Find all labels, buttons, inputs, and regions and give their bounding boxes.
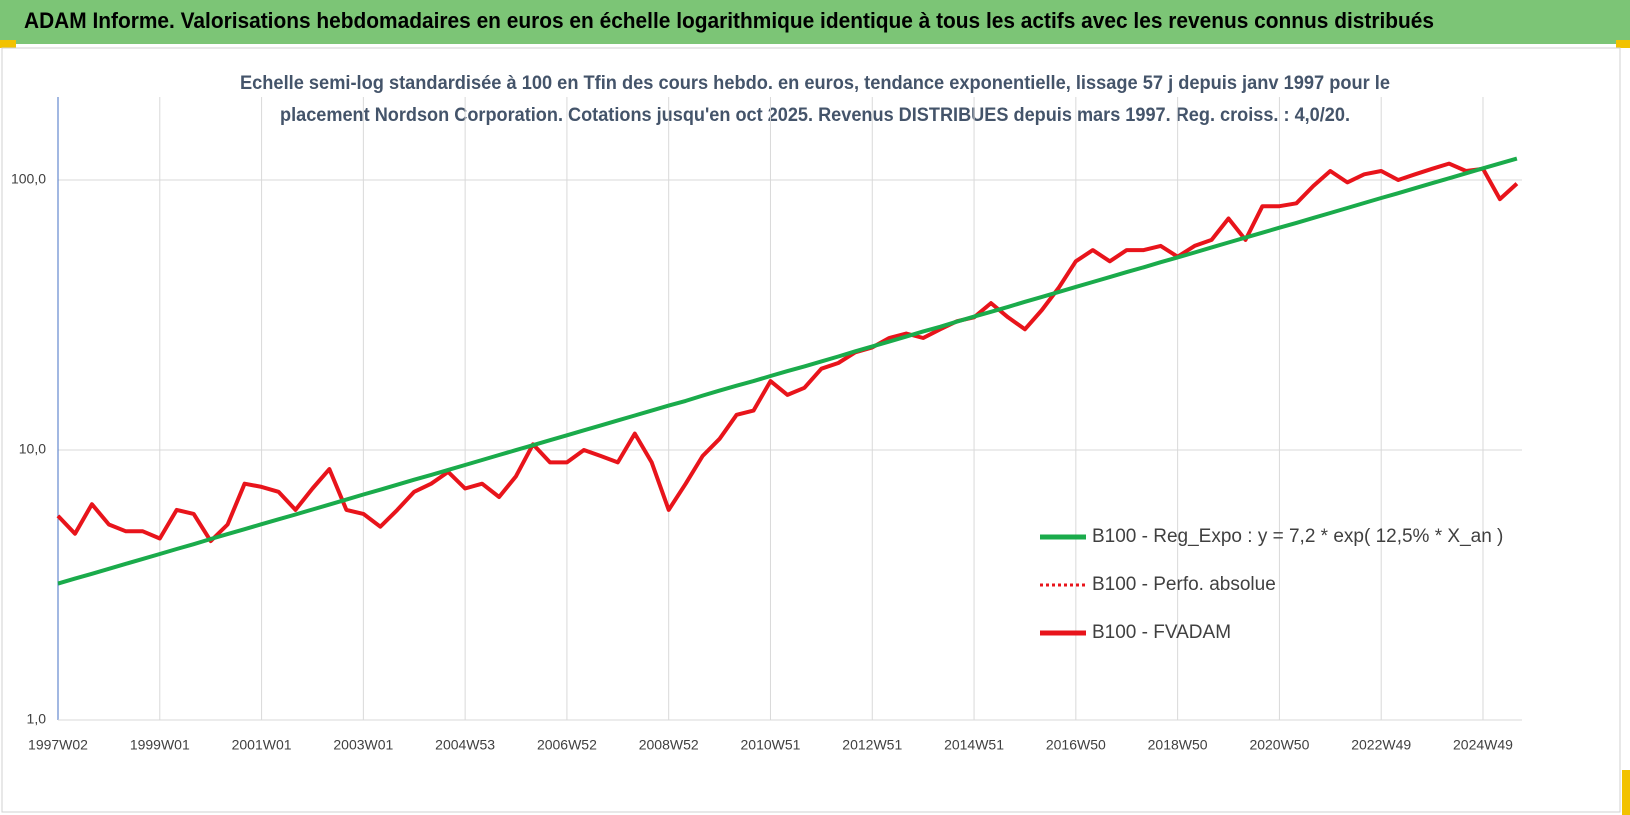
- x-tick-label: 1997W02: [28, 737, 88, 753]
- x-tick-label: 2004W53: [435, 737, 495, 753]
- x-tick-label: 2018W50: [1148, 737, 1208, 753]
- x-tick-label: 2008W52: [639, 737, 699, 753]
- legend-label: B100 - Reg_Expo : y = 7,2 * exp( 12,5% *…: [1092, 526, 1503, 547]
- subtitle: placement Nordson Corporation. Cotations…: [280, 105, 1350, 126]
- chart-frame: [1, 47, 1621, 813]
- x-tick-label: 2003W01: [333, 737, 393, 753]
- legend-label: B100 - FVADAM: [1092, 622, 1231, 643]
- x-tick-label: 2001W01: [232, 737, 292, 753]
- subtitle: Echelle semi-log standardisée à 100 en T…: [240, 73, 1390, 94]
- x-tick-label: 2010W51: [741, 737, 801, 753]
- x-tick-label: 2012W51: [842, 737, 902, 753]
- series-line: [56, 161, 1519, 544]
- x-tick-label: 2016W50: [1046, 737, 1106, 753]
- x-tick-label: 2020W50: [1249, 737, 1309, 753]
- x-tick-label: 2022W49: [1351, 737, 1411, 753]
- x-tick-label: 2014W51: [944, 737, 1004, 753]
- corner: [1622, 770, 1630, 815]
- series-line: [57, 156, 1518, 586]
- y-tick-label: 1,0: [27, 711, 47, 727]
- corner: [1616, 40, 1630, 48]
- x-tick-label: 2006W52: [537, 737, 597, 753]
- x-tick-label: 1999W01: [130, 737, 190, 753]
- chart-title: ADAM Informe. Valorisations hebdomadaire…: [24, 8, 1434, 33]
- corner: [0, 40, 16, 48]
- legend-label: B100 - Perfo. absolue: [1092, 574, 1276, 595]
- y-tick-label: 100,0: [11, 171, 46, 187]
- x-tick-label: 2024W49: [1453, 737, 1513, 753]
- y-tick-label: 10,0: [19, 441, 46, 457]
- header-bar: [0, 0, 1630, 44]
